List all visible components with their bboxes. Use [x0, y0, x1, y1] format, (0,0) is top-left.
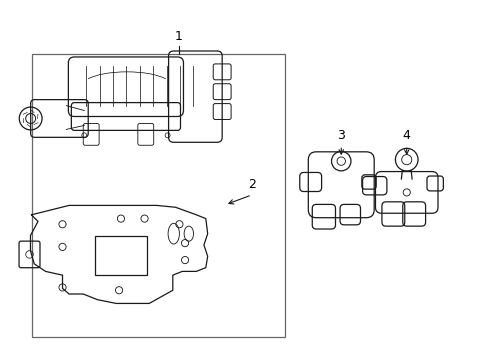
Bar: [32, 54, 284, 337]
Bar: [94, 235, 147, 275]
Text: 1: 1: [174, 30, 182, 42]
Text: 2: 2: [247, 179, 255, 192]
Text: 4: 4: [402, 129, 410, 142]
Text: 3: 3: [337, 129, 345, 142]
